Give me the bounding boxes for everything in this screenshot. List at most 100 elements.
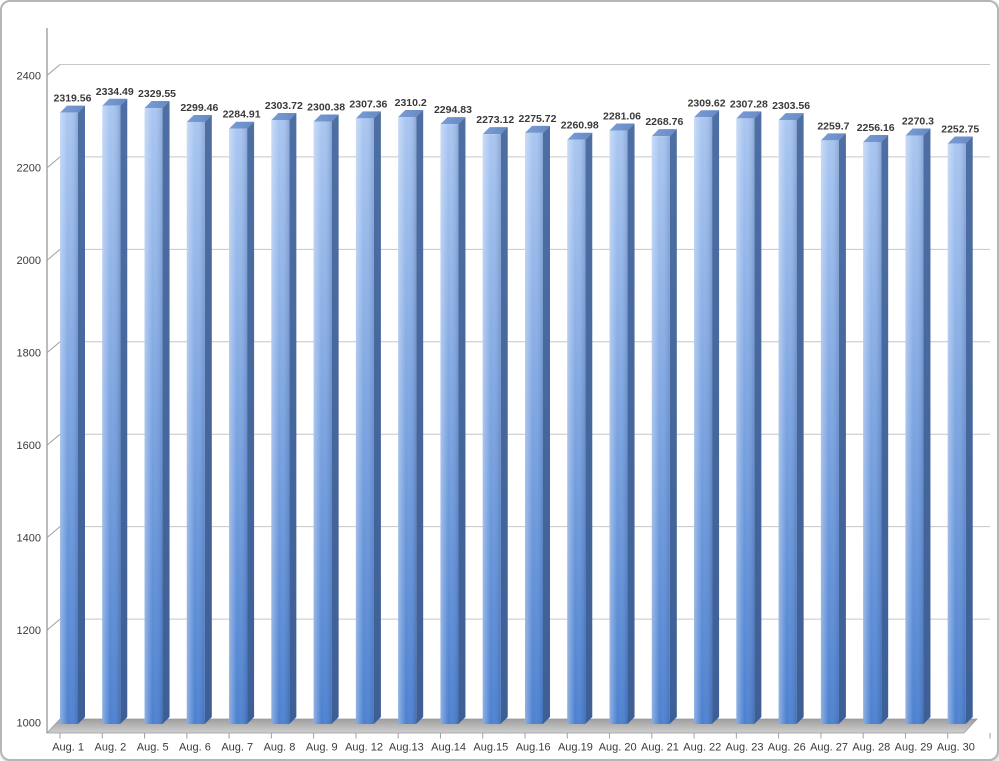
x-axis-category-label: Aug. 12 [345, 742, 383, 754]
y-axis-tick-label: 1000 [17, 717, 41, 729]
bar-side-face [247, 121, 255, 725]
bar-top-face [482, 127, 508, 135]
bar-side-face [754, 111, 762, 725]
bar-side-face [627, 123, 635, 724]
y-axis-tick-label: 1200 [17, 625, 41, 637]
y-axis-tick-label: 2000 [17, 255, 41, 267]
bar[interactable] [609, 130, 628, 724]
bar[interactable] [651, 136, 670, 725]
data-label: 2310.2 [395, 97, 427, 109]
data-label: 2307.36 [349, 98, 387, 110]
bar-top-face [651, 129, 677, 137]
bar[interactable] [271, 119, 290, 724]
data-label: 2307.28 [730, 98, 768, 110]
data-label: 2281.06 [603, 110, 641, 122]
bar-side-face [162, 101, 170, 724]
bar[interactable] [736, 118, 755, 725]
data-label: 2260.98 [561, 120, 599, 132]
bar[interactable] [947, 143, 966, 724]
bar-top-face [144, 101, 170, 109]
data-label: 2319.56 [54, 93, 92, 105]
bar[interactable] [398, 117, 417, 724]
bar-side-face [585, 132, 593, 725]
x-axis-category-label: Aug. 5 [137, 742, 169, 754]
x-axis-category-label: Aug. 29 [895, 742, 933, 754]
bar[interactable] [567, 139, 586, 725]
bar-top-face [778, 113, 804, 121]
y-axis-tick-label: 1800 [17, 348, 41, 360]
bar-top-face [102, 98, 128, 106]
data-label: 2300.38 [307, 102, 345, 114]
bar[interactable] [482, 134, 501, 724]
bar-side-face [500, 127, 508, 724]
bar-top-face [229, 121, 255, 129]
bar[interactable] [355, 118, 374, 724]
bar-top-face [186, 114, 212, 122]
data-label: 2303.72 [265, 100, 303, 112]
bar-side-face [331, 114, 339, 724]
bar[interactable] [440, 124, 459, 724]
bar-side-face [923, 128, 931, 724]
x-axis-category-label: Aug.15 [473, 742, 508, 754]
data-label: 2284.91 [223, 109, 261, 121]
y-tick-connector [46, 341, 61, 354]
bar[interactable] [229, 128, 248, 725]
data-label: 2268.76 [645, 116, 683, 128]
data-label: 2334.49 [96, 86, 134, 98]
x-axis-category-label: Aug. 26 [768, 742, 806, 754]
bar[interactable] [525, 132, 543, 724]
x-axis-category-label: Aug. 7 [221, 742, 253, 754]
data-label: 2275.72 [519, 113, 557, 125]
x-axis-category-label: Aug.19 [558, 742, 593, 754]
x-axis-category-label: Aug. 9 [306, 742, 338, 754]
data-label: 2303.56 [772, 100, 810, 112]
bar-side-face [712, 110, 720, 724]
bar[interactable] [778, 120, 797, 725]
bar[interactable] [694, 117, 713, 724]
bar[interactable] [905, 135, 924, 724]
bar[interactable] [186, 121, 205, 724]
bar-side-face [543, 125, 550, 724]
bar-top-face [947, 136, 973, 144]
data-label: 2252.75 [941, 124, 979, 136]
x-axis-category-label: Aug. 2 [95, 742, 127, 754]
y-tick-connector [46, 526, 61, 539]
x-axis-category-label: Aug.16 [516, 742, 551, 754]
bar-side-face [289, 112, 297, 724]
bar-side-face [881, 134, 889, 725]
bar-top-face [313, 114, 339, 122]
x-axis-category-label: Aug. 1 [52, 742, 84, 754]
bar[interactable] [820, 140, 839, 725]
x-axis-category-label: Aug. 22 [683, 742, 721, 754]
bar-side-face [458, 117, 466, 724]
bar-side-face [120, 98, 128, 725]
bar-top-face [736, 111, 762, 119]
bar[interactable] [863, 141, 882, 725]
bar-side-face [373, 111, 381, 724]
y-tick-connector [46, 64, 61, 76]
y-axis-tick-label: 2200 [17, 163, 41, 175]
bar-top-face [440, 117, 466, 125]
bar-top-face [609, 123, 635, 131]
y-tick-connector [46, 433, 61, 446]
y-tick-connector [46, 618, 61, 631]
x-axis-category-label: Aug. 27 [810, 742, 848, 754]
x-axis-category-label: Aug. 23 [726, 742, 764, 754]
bar-side-face [78, 105, 85, 724]
y-tick-connector [46, 156, 61, 169]
bar[interactable] [144, 108, 163, 724]
bar-top-face [525, 125, 550, 133]
bar-side-face [965, 136, 973, 724]
data-label: 2329.55 [138, 88, 176, 100]
bar-top-face [60, 105, 85, 113]
bar-side-face [416, 110, 424, 724]
bar[interactable] [313, 121, 332, 724]
x-axis-category-label: Aug.14 [431, 742, 466, 754]
data-label: 2270.3 [902, 115, 934, 127]
bar[interactable] [60, 112, 78, 724]
data-label: 2294.83 [434, 104, 472, 116]
bar[interactable] [102, 105, 121, 725]
y-axis-tick-label: 1600 [17, 440, 41, 452]
